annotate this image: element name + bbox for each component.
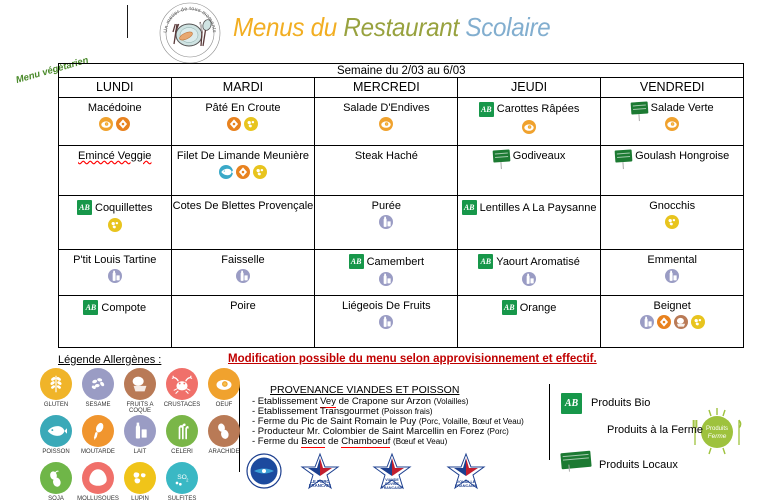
- svg-text:FRANCAISE: FRANCAISE: [455, 484, 478, 488]
- svg-text:Produits: Produits: [706, 426, 728, 432]
- svg-text:2: 2: [186, 477, 189, 482]
- svg-text:FRANCAIS: FRANCAIS: [309, 483, 331, 488]
- svg-text:Ferme: Ferme: [708, 433, 727, 440]
- svg-text:FRANCAISE: FRANCAISE: [382, 486, 404, 490]
